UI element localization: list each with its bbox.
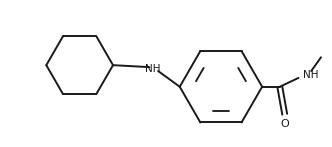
Text: O: O — [280, 119, 289, 129]
Text: NH: NH — [303, 70, 319, 80]
Text: NH: NH — [145, 64, 161, 74]
